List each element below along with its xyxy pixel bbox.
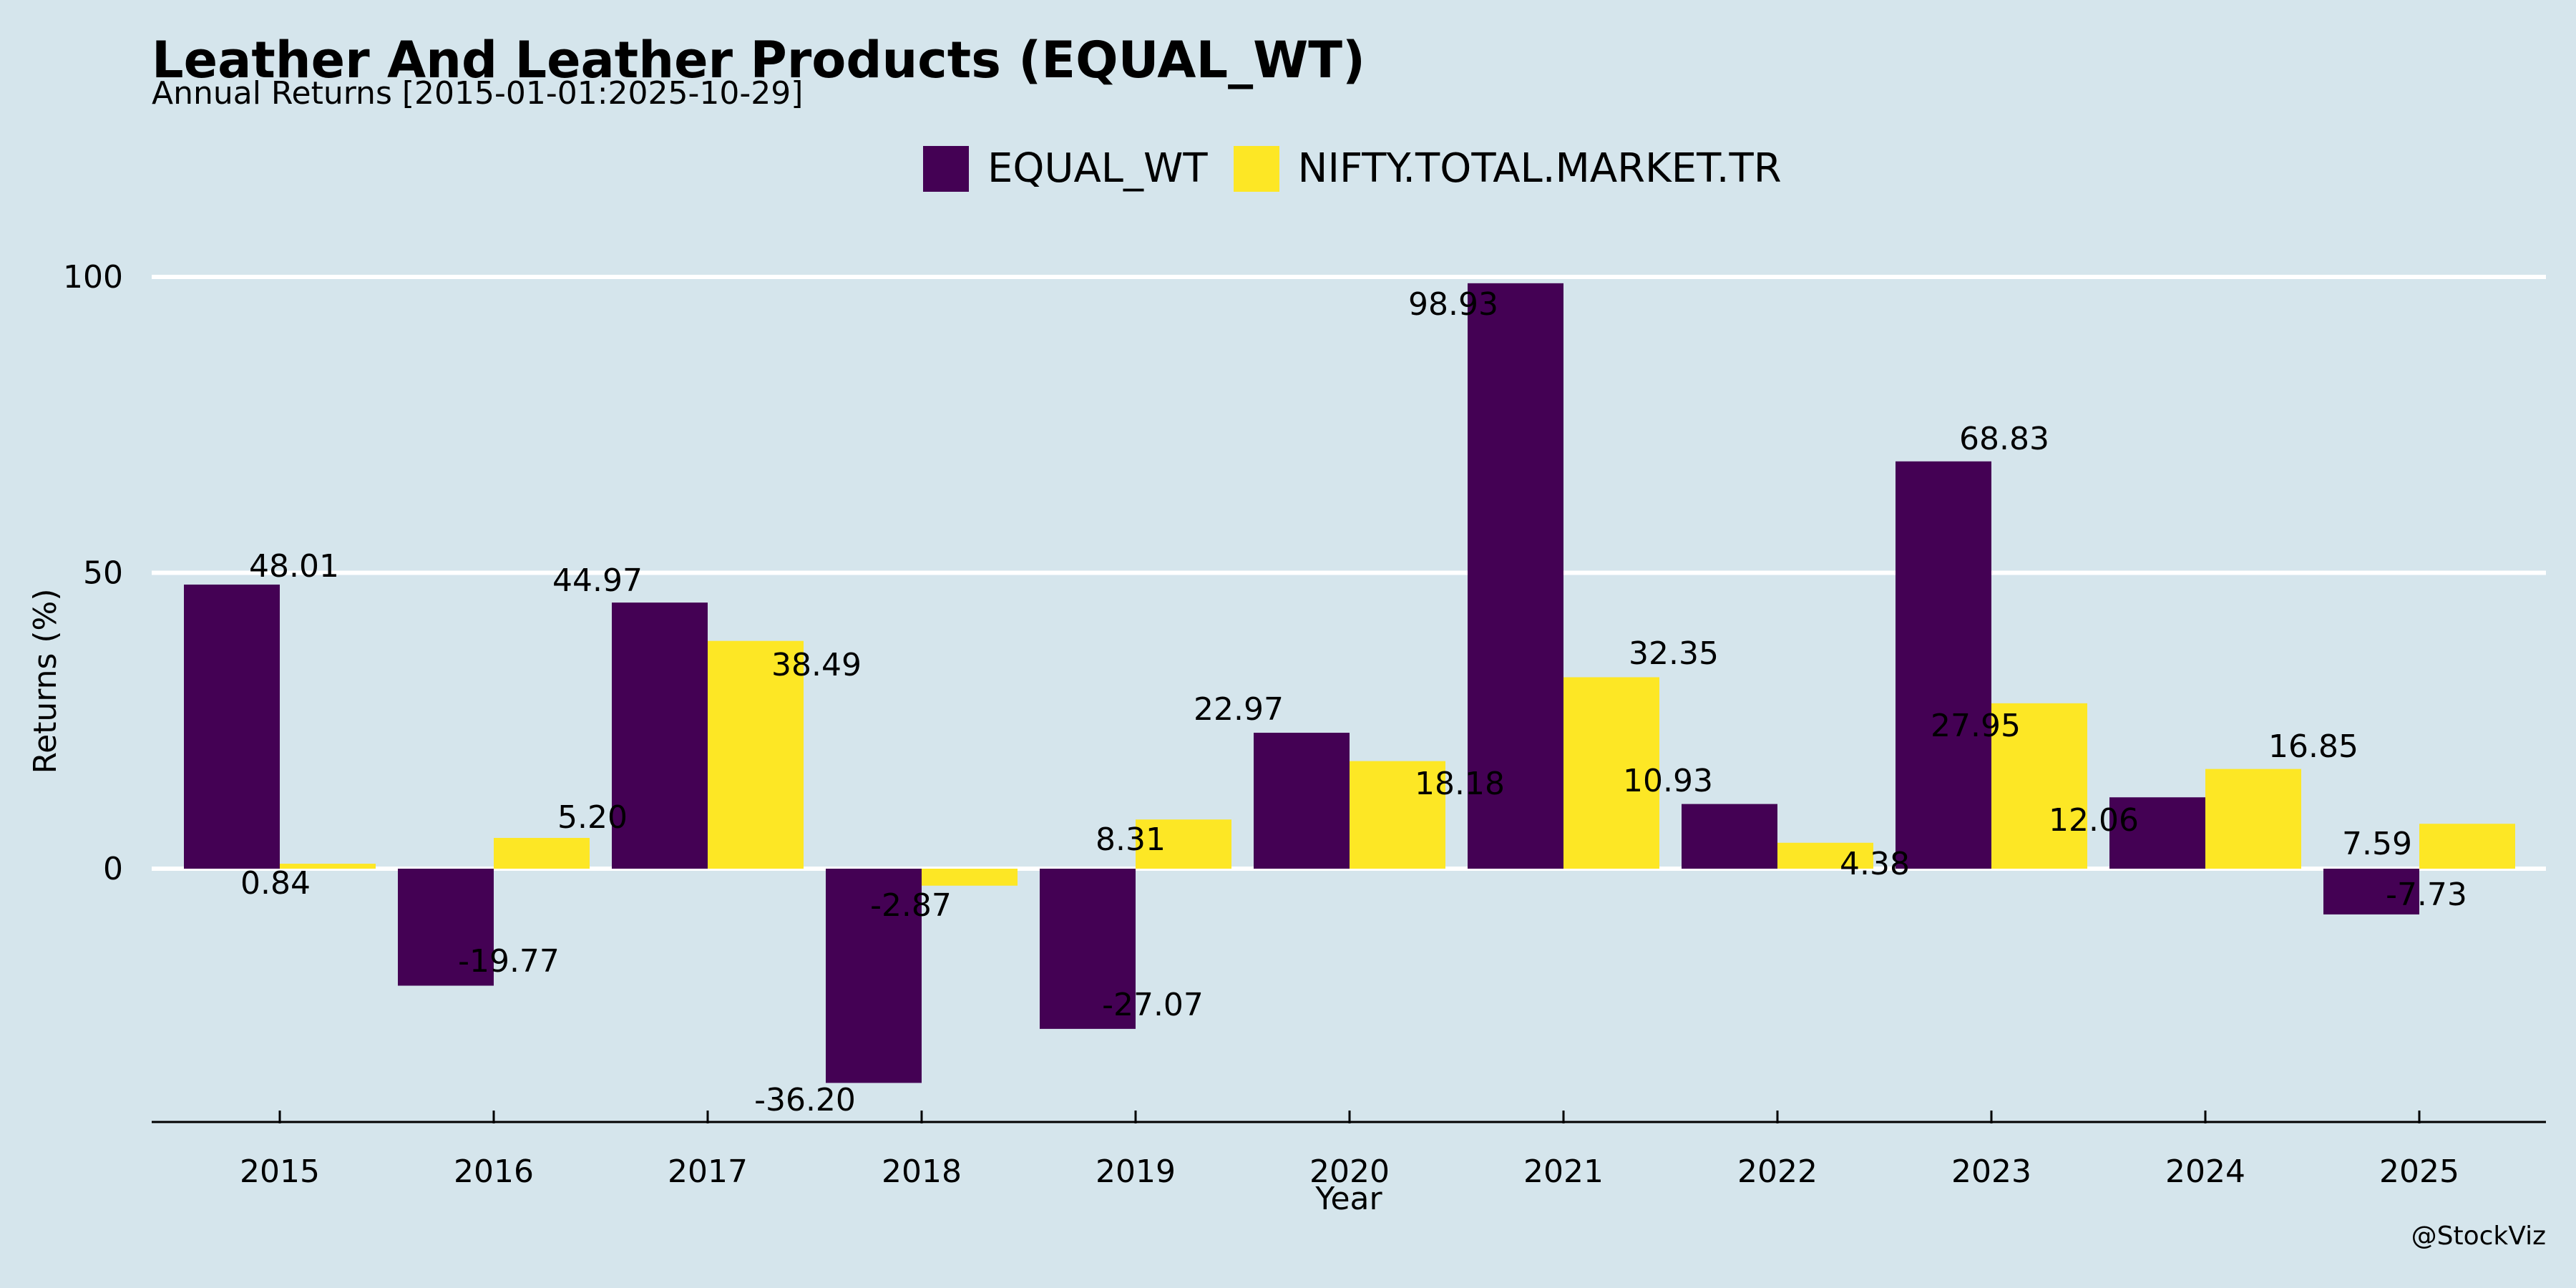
chart-subtitle: Annual Returns [2015-01-01:2025-10-29]: [152, 75, 804, 112]
bar-equal-wt-2023: [1896, 461, 1991, 869]
data-label-equal-wt-2022: 10.93: [1623, 763, 1713, 799]
bar-equal-wt-2025: [2323, 869, 2419, 914]
legend: EQUAL_WT NIFTY.TOTAL.MARKET.TR: [923, 143, 1807, 195]
legend-item-nifty: NIFTY.TOTAL.MARKET.TR: [1233, 145, 1782, 192]
bar-equal-wt-2015: [184, 584, 280, 869]
legend-item-equal-wt: EQUAL_WT: [923, 146, 1208, 192]
data-label-nifty-2022: 4.38: [1840, 846, 1910, 882]
bar-nifty-2025: [2419, 824, 2515, 869]
data-label-nifty-2019: 8.31: [1096, 821, 1166, 858]
y-tick-label-0: 0: [103, 851, 123, 887]
x-tick-label-2024: 2024: [2165, 1153, 2245, 1190]
bar-nifty-2019: [1136, 819, 1231, 869]
x-tick-label-2022: 2022: [1737, 1153, 1818, 1190]
data-label-equal-wt-2016: -19.77: [458, 943, 560, 980]
watermark: @StockViz: [2411, 1221, 2546, 1251]
legend-label-equal-wt: EQUAL_WT: [987, 145, 1208, 192]
data-label-nifty-2018: -2.87: [870, 887, 952, 924]
x-tick-label-2021: 2021: [1523, 1153, 1604, 1190]
bar-nifty-2015: [280, 864, 376, 869]
x-tick-label-2018: 2018: [882, 1153, 962, 1190]
data-label-equal-wt-2019: -27.07: [1102, 987, 1204, 1023]
bar-nifty-2023: [1991, 703, 2087, 869]
data-label-nifty-2021: 32.35: [1629, 635, 1719, 672]
data-label-equal-wt-2023: 68.83: [1959, 421, 2049, 457]
legend-label-nifty: NIFTY.TOTAL.MARKET.TR: [1297, 145, 1782, 192]
bar-nifty-2021: [1563, 677, 1659, 869]
y-axis-title: Returns (%): [27, 588, 64, 774]
bar-nifty-2020: [1350, 761, 1445, 869]
legend-swatch-nifty: [1233, 146, 1279, 192]
bar-nifty-2022: [1777, 842, 1873, 869]
x-tick-label-2020: 2020: [1309, 1153, 1390, 1190]
data-label-nifty-2020: 18.18: [1415, 766, 1505, 802]
bar-equal-wt-2024: [2109, 797, 2205, 869]
data-label-equal-wt-2017: 44.97: [552, 562, 643, 599]
data-label-equal-wt-2015: 48.01: [249, 548, 339, 585]
x-tick-label-2015: 2015: [240, 1153, 320, 1190]
bar-nifty-2018: [922, 869, 1018, 886]
bar-equal-wt-2021: [1468, 283, 1563, 869]
bar-equal-wt-2016: [398, 869, 494, 986]
x-axis-title: Year: [1314, 1181, 1382, 1217]
x-tick-label-2019: 2019: [1096, 1153, 1176, 1190]
data-label-equal-wt-2024: 12.06: [2049, 802, 2139, 839]
data-label-equal-wt-2025: -7.73: [2386, 877, 2467, 913]
bar-nifty-2016: [494, 837, 590, 869]
chart-title: Leather And Leather Products (EQUAL_WT): [152, 31, 1366, 89]
bar-equal-wt-2022: [1682, 804, 1777, 869]
legend-swatch-equal-wt: [923, 146, 969, 192]
data-label-nifty-2024: 16.85: [2268, 728, 2358, 765]
x-tick-label-2023: 2023: [1951, 1153, 2031, 1190]
bar-equal-wt-2020: [1254, 733, 1350, 869]
data-label-equal-wt-2018: -36.20: [754, 1082, 856, 1118]
x-tick-label-2017: 2017: [668, 1153, 748, 1190]
bar-nifty-2024: [2205, 769, 2301, 869]
x-tick-label-2025: 2025: [2379, 1153, 2459, 1190]
y-tick-label-50: 50: [83, 555, 123, 592]
data-label-nifty-2015: 0.84: [240, 865, 311, 902]
bar-equal-wt-2018: [826, 869, 922, 1083]
bar-equal-wt-2019: [1040, 869, 1136, 1029]
data-label-nifty-2016: 5.20: [557, 799, 628, 836]
bar-nifty-2017: [708, 640, 804, 869]
data-label-nifty-2023: 27.95: [1931, 708, 2021, 744]
y-tick-label-100: 100: [63, 259, 123, 296]
x-tick-label-2016: 2016: [454, 1153, 534, 1190]
data-label-equal-wt-2021: 98.93: [1408, 286, 1498, 323]
data-label-nifty-2025: 7.59: [2342, 826, 2412, 862]
data-label-equal-wt-2020: 22.97: [1194, 691, 1284, 728]
bar-equal-wt-2017: [612, 602, 708, 869]
data-label-nifty-2017: 38.49: [771, 647, 862, 683]
